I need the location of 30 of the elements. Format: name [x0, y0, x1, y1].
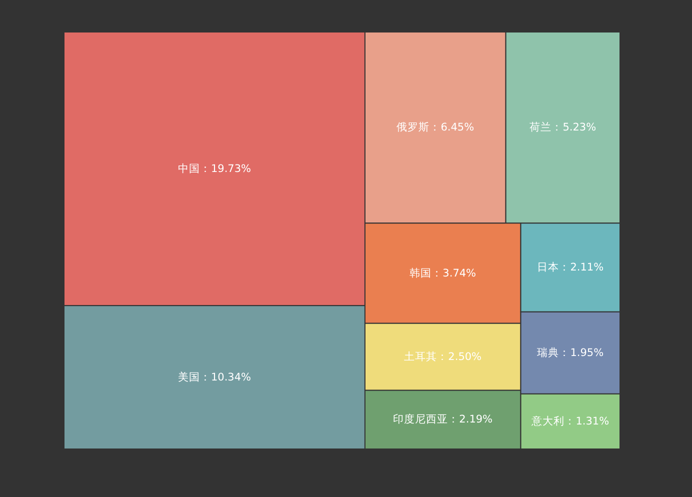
category-label: 韩国: [410, 266, 432, 280]
荷兰: 荷兰：5.23%: [505, 32, 620, 224]
data-label: ：5.23%: [552, 122, 596, 134]
韩国: 韩国：3.74%: [364, 222, 522, 324]
category-label: 荷兰: [530, 120, 552, 134]
土耳其: 土耳其：2.50%: [364, 322, 522, 391]
data-label: ：1.31%: [564, 415, 610, 428]
data-label: ：2.19%: [448, 414, 493, 426]
category-label: 意大利: [530, 414, 565, 428]
data-label: ：1.95%: [559, 346, 604, 359]
category-label: 日本: [537, 260, 560, 274]
data-label: ：19.73%: [200, 162, 252, 175]
category-label: 瑞典: [537, 346, 560, 359]
美国: 美国：10.34%: [64, 305, 366, 450]
data-label: ：2.50%: [437, 350, 482, 363]
中国: 中国：19.73%: [64, 32, 366, 306]
俄罗斯: 俄罗斯：6.45%: [364, 32, 506, 224]
category-label: 俄罗斯: [396, 120, 430, 134]
data-label: ：3.74%: [432, 267, 476, 280]
category-label: 土耳其: [404, 350, 438, 363]
data-label: ：6.45%: [430, 122, 474, 134]
data-label: ：10.34%: [200, 371, 252, 384]
category-label: 中国: [178, 162, 200, 175]
data-label: ：2.11%: [559, 262, 604, 274]
category-label: 印度尼西亚: [393, 412, 448, 426]
印度尼西亚: 印度尼西亚：2.19%: [364, 390, 522, 450]
日本: 日本：2.11%: [520, 222, 620, 312]
category-label: 美国: [178, 370, 200, 384]
瑞典: 瑞典：1.95%: [520, 311, 620, 394]
意大利: 意大利：1.31%: [520, 393, 620, 450]
